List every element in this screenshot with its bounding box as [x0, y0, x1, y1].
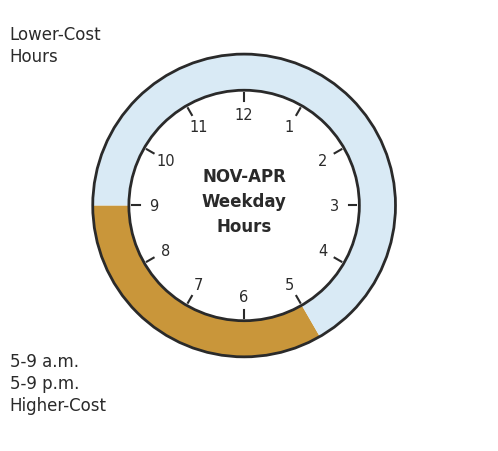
Text: 9: 9 — [149, 198, 158, 213]
Wedge shape — [93, 55, 395, 337]
Text: 11: 11 — [189, 120, 208, 135]
Text: 4: 4 — [318, 244, 327, 259]
Text: 7: 7 — [194, 277, 203, 292]
Text: Lower-Cost
Hours: Lower-Cost Hours — [10, 26, 102, 66]
Wedge shape — [93, 206, 320, 357]
Text: 8: 8 — [161, 244, 170, 259]
Text: 10: 10 — [156, 153, 175, 168]
Text: 5: 5 — [285, 277, 294, 292]
Text: 6: 6 — [240, 289, 249, 304]
Text: 2: 2 — [318, 153, 328, 168]
Circle shape — [132, 94, 357, 318]
Text: 1: 1 — [285, 120, 294, 135]
Text: 5-9 a.m.
5-9 p.m.
Higher-Cost: 5-9 a.m. 5-9 p.m. Higher-Cost — [10, 352, 107, 414]
Text: NOV-APR
Weekday
Hours: NOV-APR Weekday Hours — [202, 167, 286, 235]
Text: 12: 12 — [235, 108, 253, 123]
Text: 3: 3 — [330, 198, 340, 213]
